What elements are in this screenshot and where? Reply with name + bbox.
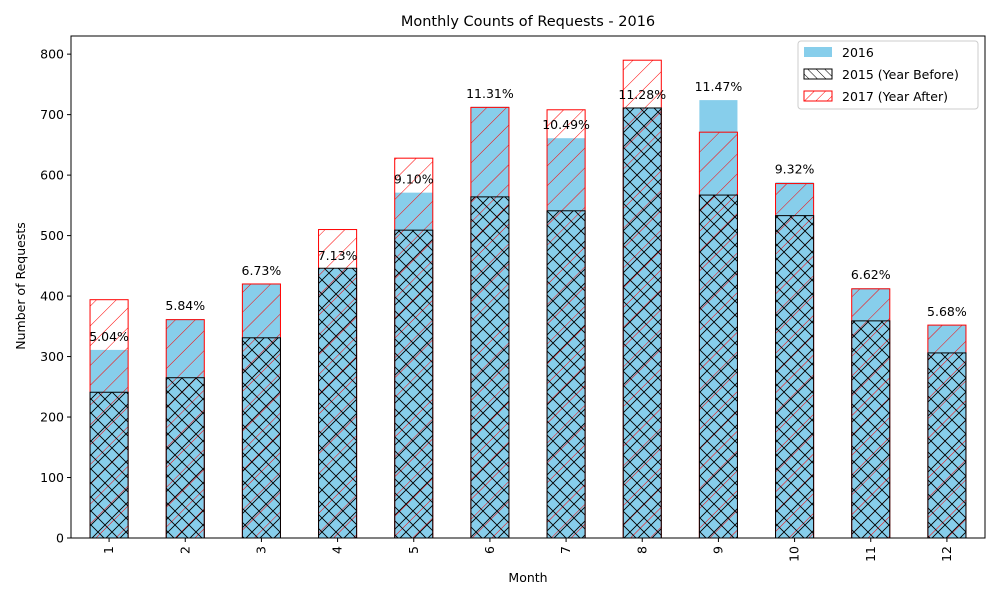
data-label-9: 11.47% <box>695 79 743 94</box>
x-tick-label: 4 <box>330 546 345 554</box>
data-labels: 5.04% 5.84% 6.73% 7.13% 9.10% 11.31% 10.49% 11.… <box>89 79 967 344</box>
data-label-11: 6.62% <box>851 267 891 282</box>
bar-2015-6 <box>470 196 510 539</box>
data-label-7: 10.49% <box>542 117 590 132</box>
legend-label-2016: 2016 <box>842 45 874 60</box>
bar-2015-9 <box>698 194 738 539</box>
legend-box <box>797 40 979 110</box>
data-label-12: 5.68% <box>927 304 967 319</box>
bar-2015-1 <box>89 391 129 539</box>
data-label-3: 6.73% <box>242 263 282 278</box>
x-tick-label: 6 <box>482 546 497 554</box>
legend-swatch-2016 <box>804 47 832 57</box>
bar-2015-11 <box>851 320 891 539</box>
legend-swatch-2015 <box>803 68 833 80</box>
x-tick-label: 3 <box>253 546 268 554</box>
y-tick-label: 800 <box>40 47 64 62</box>
series-2016-bars <box>90 100 966 538</box>
legend-label-2015: 2015 (Year Before) <box>842 67 959 82</box>
x-axis: 1 2 3 4 5 6 7 8 9 10 11 12 <box>101 538 954 562</box>
y-tick-label: 700 <box>40 107 64 122</box>
series-2015-bars <box>89 107 967 539</box>
bar-2015-4 <box>318 267 358 539</box>
bar-2015-5 <box>394 229 434 539</box>
data-label-5: 9.10% <box>394 172 434 187</box>
y-tick-label: 500 <box>40 228 64 243</box>
legend: 2016 2015 (Year Before) 2017 (Year After… <box>797 40 979 110</box>
legend-swatch-2017 <box>803 90 833 102</box>
x-tick-label: 5 <box>406 546 421 554</box>
data-label-2: 5.84% <box>165 298 205 313</box>
x-tick-label: 1 <box>101 546 116 554</box>
chart-title: Monthly Counts of Requests - 2016 <box>401 14 655 30</box>
bar-2015-8 <box>622 107 662 539</box>
x-axis-label: Month <box>508 570 547 585</box>
y-axis-label: Number of Requests <box>13 222 28 350</box>
bar-2015-7 <box>546 210 586 539</box>
x-tick-label: 11 <box>863 546 878 562</box>
x-tick-label: 9 <box>710 546 725 554</box>
x-tick-label: 7 <box>558 546 573 554</box>
data-label-10: 9.32% <box>775 161 815 176</box>
bar-2015-3 <box>241 337 281 539</box>
y-axis: 0 100 200 300 400 500 600 700 800 <box>40 47 71 546</box>
y-tick-label: 600 <box>40 168 64 183</box>
x-tick-label: 2 <box>177 546 192 554</box>
x-tick-label: 12 <box>939 546 954 562</box>
y-tick-label: 200 <box>40 410 64 425</box>
data-label-4: 7.13% <box>318 248 358 263</box>
y-tick-label: 100 <box>40 470 64 485</box>
legend-label-2017: 2017 (Year After) <box>842 89 948 104</box>
y-tick-label: 400 <box>40 289 64 304</box>
data-label-6: 11.31% <box>466 86 514 101</box>
x-tick-label: 10 <box>787 546 802 562</box>
bar-2015-2 <box>165 377 205 539</box>
bar-2015-10 <box>775 215 815 539</box>
bar-2015-12 <box>927 352 967 539</box>
x-tick-label: 8 <box>634 546 649 554</box>
data-label-1: 5.04% <box>89 329 129 344</box>
series-2017-bars <box>89 59 967 539</box>
plot-frame <box>70 35 986 539</box>
y-tick-label: 300 <box>40 349 64 364</box>
data-label-8: 11.28% <box>618 87 666 102</box>
y-tick-label: 0 <box>56 531 64 546</box>
plot-area: 5.04% 5.84% 6.73% 7.13% 9.10% 11.31% 10.49% 11.… <box>70 35 986 539</box>
